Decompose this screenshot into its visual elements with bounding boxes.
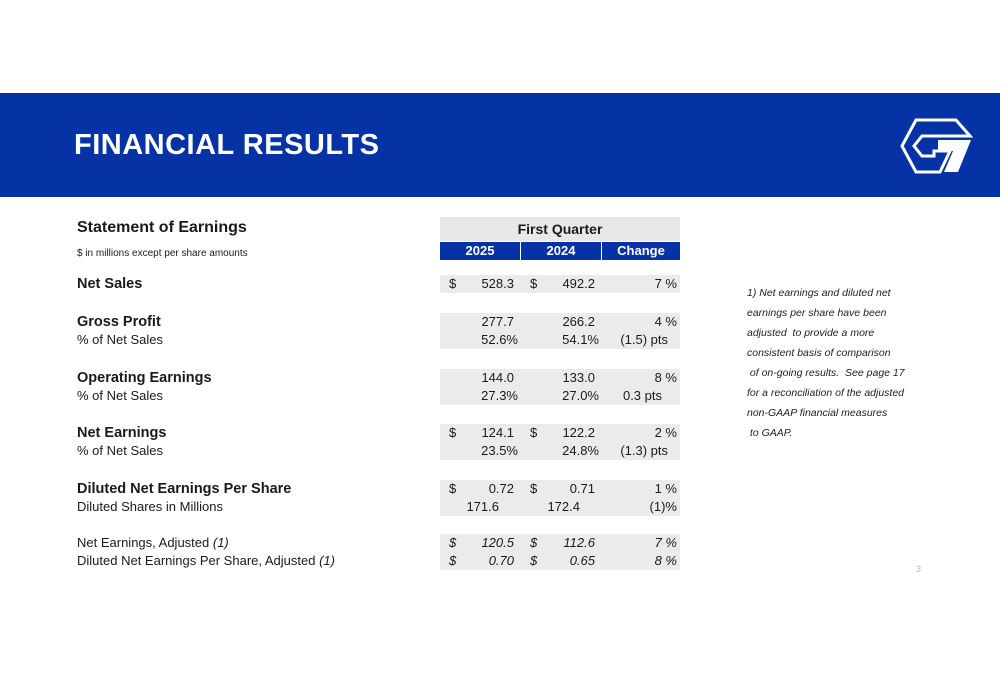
footnote-ref: (1) (319, 553, 335, 568)
col-header-2025: 2025 (440, 242, 520, 260)
row-label-operating-earnings: Operating Earnings (77, 370, 212, 386)
value-2024: 27.0% (562, 388, 599, 403)
value-2024: 266.2 (562, 314, 595, 329)
footnote-line: for a reconciliation of the adjusted (747, 387, 905, 399)
footnote-line: earnings per share have been (747, 307, 887, 319)
dollar-sign: $ (449, 481, 457, 496)
value-change: 8 % (654, 370, 677, 385)
value-2025: 23.5% (481, 443, 518, 458)
footnote-text: 1) Net earnings and diluted net earnings… (747, 283, 922, 443)
value-2024: 0.71 (569, 481, 595, 496)
footnote-line: 1) Net earnings and diluted net (747, 287, 891, 299)
row-label-ne-pct: % of Net Sales (77, 443, 163, 458)
row-shade (440, 275, 680, 293)
value-change: 7 % (654, 276, 677, 291)
row-label-gp-pct: % of Net Sales (77, 332, 163, 347)
row-label-gross-profit: Gross Profit (77, 314, 161, 330)
value-2024: 172.4 (547, 499, 580, 514)
col-header-2024: 2024 (521, 242, 601, 260)
value-2025: 0.70 (488, 553, 514, 568)
value-change: (1)% (649, 499, 677, 514)
value-change: 2 % (654, 425, 677, 440)
value-2024: 133.0 (562, 370, 595, 385)
row-shade (440, 480, 680, 516)
page-title: FINANCIAL RESULTS (74, 129, 380, 161)
row-label-op-pct: % of Net Sales (77, 388, 163, 403)
value-change: (1.3) pts (620, 443, 668, 458)
footnote-line: of on-going results. See page 17 (747, 367, 905, 379)
footnote-line: to GAAP. (747, 427, 793, 439)
value-2024: 112.6 (563, 535, 595, 550)
value-2025: 52.6% (481, 332, 518, 347)
dollar-sign: $ (449, 425, 457, 440)
value-2024: 0.65 (569, 553, 595, 568)
dollar-sign: $ (530, 425, 538, 440)
dollar-sign: $ (449, 276, 457, 291)
dollar-sign: $ (449, 553, 457, 568)
row-shade (440, 313, 680, 349)
value-change: (1.5) pts (620, 332, 668, 347)
value-2025: 0.72 (488, 481, 514, 496)
period-header: First Quarter (440, 217, 680, 241)
row-label-diluted-eps: Diluted Net Earnings Per Share (77, 481, 292, 497)
footnote-ref: (1) (212, 535, 229, 550)
dollar-sign: $ (530, 535, 538, 550)
row-shade (440, 534, 680, 570)
company-logo (900, 118, 974, 174)
row-label-net-sales: Net Sales (77, 276, 143, 292)
dollar-sign: $ (530, 553, 538, 568)
footnote-line: adjusted to provide a more (747, 327, 875, 339)
value-2025: 277.7 (481, 314, 514, 329)
value-2024: 24.8% (562, 443, 599, 458)
row-label-eps-adjusted: Diluted Net Earnings Per Share, Adjusted… (77, 553, 335, 568)
row-label-net-earnings: Net Earnings (77, 425, 167, 441)
value-2024: 122.2 (562, 425, 595, 440)
statement-title: Statement of Earnings (77, 219, 247, 236)
footnote-line: non-GAAP financial measures (747, 407, 888, 419)
col-header-change: Change (602, 242, 680, 260)
value-change: 7 % (654, 535, 677, 550)
row-shade (440, 369, 680, 405)
value-2025: 171.6 (466, 499, 499, 514)
value-change: 0.3 pts (622, 388, 662, 403)
title-banner (0, 93, 1000, 197)
dollar-sign: $ (449, 535, 457, 550)
dollar-sign: $ (530, 481, 538, 496)
value-2025: 144.0 (481, 370, 514, 385)
value-2025: 124.1 (481, 425, 514, 440)
value-2025: 528.3 (481, 276, 514, 291)
value-change: 8 % (654, 553, 677, 568)
footnote-line: consistent basis of comparison (747, 347, 891, 359)
page-number: 3 (916, 564, 922, 574)
value-2024: 54.1% (562, 332, 599, 347)
value-change: 1 % (654, 481, 677, 496)
value-2025: 120.5 (481, 535, 514, 550)
statement-subtitle: $ in millions except per share amounts (77, 248, 248, 259)
value-2024: 492.2 (562, 276, 595, 291)
row-label-net-earnings-adjusted: Net Earnings, Adjusted (1) (77, 535, 229, 550)
row-label-diluted-shares: Diluted Shares in Millions (77, 499, 223, 514)
value-change: 4 % (654, 314, 677, 329)
dollar-sign: $ (530, 276, 538, 291)
value-2025: 27.3% (481, 388, 518, 403)
row-shade (440, 424, 680, 460)
